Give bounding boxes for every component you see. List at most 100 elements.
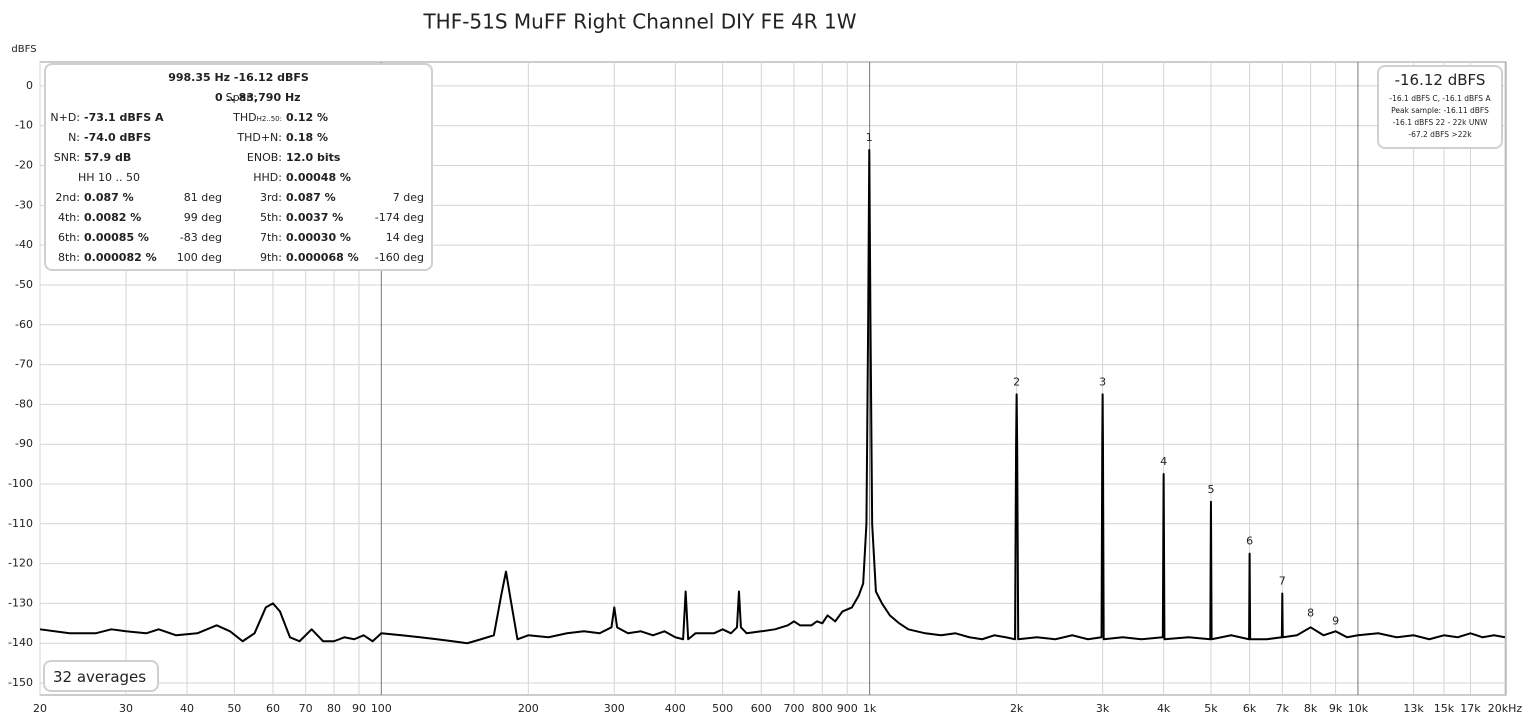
harmonic-name: 3rd: (259, 191, 282, 204)
stat-value: -73.1 dBFS A (84, 111, 164, 124)
stat-label: N+D: (50, 111, 80, 124)
averages: 32 averages (53, 668, 147, 686)
stat-value: 12.0 bits (286, 151, 341, 164)
x-tick-label: 30 (119, 702, 133, 715)
x-tick-label: 17k (1460, 702, 1481, 715)
harmonic-label: 3 (1099, 375, 1106, 388)
harmonic-value: 0.000082 % (84, 251, 157, 264)
stat-sub: H2..50: (256, 115, 282, 123)
x-tick-label: 9k (1329, 702, 1343, 715)
harmonic-label: 1 (866, 131, 873, 144)
stat-label: ENOB: (246, 151, 282, 164)
stat-label: THD+N: (237, 131, 282, 144)
spectrum-line (39, 149, 1506, 645)
x-tick-label: 90 (352, 702, 366, 715)
harmonic-value: 0.00030 % (286, 231, 351, 244)
y-tick-label: -100 (8, 477, 33, 490)
harmonic-name: 4th: (58, 211, 80, 224)
span-label: Span: (225, 91, 257, 104)
x-tick-label: 20 (33, 702, 47, 715)
x-tick-label: 500 (712, 702, 733, 715)
readout-main: -16.12 dBFS (1394, 71, 1486, 89)
y-tick-label: -50 (15, 278, 33, 291)
y-tick-label: -150 (8, 676, 33, 689)
x-tick-label: 80 (327, 702, 341, 715)
harmonic-phase: -160 deg (374, 251, 424, 264)
x-tick-label: 40 (180, 702, 194, 715)
x-tick-label: 100 (371, 702, 392, 715)
info-box: 998.35 Hz -16.12 dBFS Span: 0 .. 83,790 Hz… (44, 63, 433, 271)
readout-line: Peak sample: -16.11 dBFS (1391, 106, 1489, 115)
stat-label: N: (68, 131, 80, 144)
harmonic-label: 6 (1246, 535, 1253, 548)
readout-line: -67.2 dBFS >22k (1408, 130, 1472, 139)
readout-line: -16.1 dBFS 22 - 22k UNW (1392, 118, 1488, 127)
x-tick-label: 300 (604, 702, 625, 715)
x-tick-label: 2k (1010, 702, 1024, 715)
harmonic-name: 8th: (58, 251, 80, 264)
harmonic-value: 0.087 % (84, 191, 134, 204)
y-tick-label: -40 (15, 238, 33, 251)
harmonic-phase: 99 deg (183, 211, 222, 224)
y-tick-label: -130 (8, 596, 33, 609)
harmonic-label: 9 (1332, 614, 1339, 627)
x-tick-label: 13k (1403, 702, 1424, 715)
harmonic-label: 7 (1279, 574, 1286, 587)
x-tick-label: 70 (299, 702, 313, 715)
averages-box: 32 averages (43, 660, 159, 692)
harmonic-phase: 7 deg (392, 191, 424, 204)
harmonic-name: 6th: (58, 231, 80, 244)
y-tick-label: -70 (15, 358, 33, 371)
y-tick-label: -110 (8, 517, 33, 530)
harmonic-name: 9th: (260, 251, 282, 264)
harmonic-label: 8 (1307, 606, 1314, 619)
x-tick-label: 10k (1348, 702, 1369, 715)
harmonic-value: 0.000068 % (286, 251, 359, 264)
x-tick-label: 3k (1096, 702, 1110, 715)
harmonic-label: 4 (1160, 455, 1167, 468)
stat-value: 0.00048 % (286, 171, 351, 184)
harmonic-name: 2nd: (55, 191, 80, 204)
harmonic-phase: 100 deg (176, 251, 222, 264)
x-tick-label: 900 (837, 702, 858, 715)
x-tick-label: 60 (266, 702, 280, 715)
x-tick-label: 8k (1304, 702, 1318, 715)
harmonic-value: 0.0082 % (84, 211, 142, 224)
x-tick-label: 6k (1243, 702, 1257, 715)
x-tick-label: 700 (783, 702, 804, 715)
x-tick-label: 600 (751, 702, 772, 715)
stat-label: HHD: (253, 171, 282, 184)
harmonic-label: 2 (1013, 375, 1020, 388)
x-tick-label: 50 (227, 702, 241, 715)
span-value: 0 .. 83,790 Hz (215, 91, 301, 104)
y-tick-label: -140 (8, 636, 33, 649)
stat-value: 0.12 % (286, 111, 328, 124)
harmonic-name: 5th: (260, 211, 282, 224)
harmonic-phase: -174 deg (374, 211, 424, 224)
y-tick-label: 0 (26, 79, 33, 92)
x-tick-label: 400 (665, 702, 686, 715)
harmonic-phase: -83 deg (179, 231, 222, 244)
y-tick-label: -90 (15, 437, 33, 450)
harmonic-label: 5 (1207, 483, 1214, 496)
x-tick-label: 200 (518, 702, 539, 715)
y-tick-label: -30 (15, 198, 33, 211)
stat-value: 57.9 dB (84, 151, 132, 164)
y-tick-label: -10 (15, 119, 33, 132)
stat-label: THDH2..50: (233, 111, 282, 124)
stat-label: HH 10 .. 50 (78, 171, 141, 184)
readout-line: -16.1 dBFS C, -16.1 dBFS A (1389, 94, 1491, 103)
chart-title: THF-51S MuFF Right Channel DIY FE 4R 1W (422, 10, 856, 34)
y-tick-label: -20 (15, 159, 33, 172)
x-tick-label: 7k (1276, 702, 1290, 715)
y-tick-label: -120 (8, 557, 33, 570)
readout-box: -16.12 dBFS -16.1 dBFS C, -16.1 dBFS A Pea… (1377, 65, 1503, 149)
y-tick-label: -60 (15, 318, 33, 331)
x-tick-label: 1k (863, 702, 877, 715)
harmonic-name: 7th: (260, 231, 282, 244)
stat-value: -74.0 dBFS (84, 131, 152, 144)
harmonic-phase: 14 deg (385, 231, 424, 244)
info-header: 998.35 Hz -16.12 dBFS (168, 71, 309, 84)
x-tick-label: 15k (1434, 702, 1455, 715)
